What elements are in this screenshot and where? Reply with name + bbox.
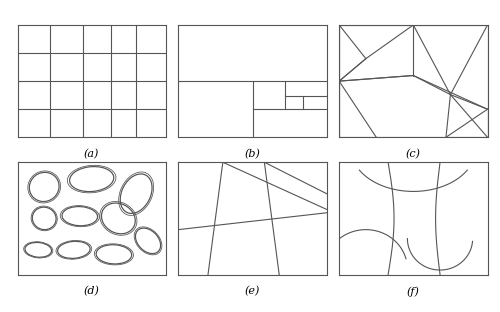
Text: (f): (f) xyxy=(407,286,420,297)
Text: (c): (c) xyxy=(406,149,421,159)
Text: (e): (e) xyxy=(245,286,260,297)
Text: (a): (a) xyxy=(84,149,100,159)
Text: (b): (b) xyxy=(244,149,260,159)
Text: (d): (d) xyxy=(84,286,100,297)
